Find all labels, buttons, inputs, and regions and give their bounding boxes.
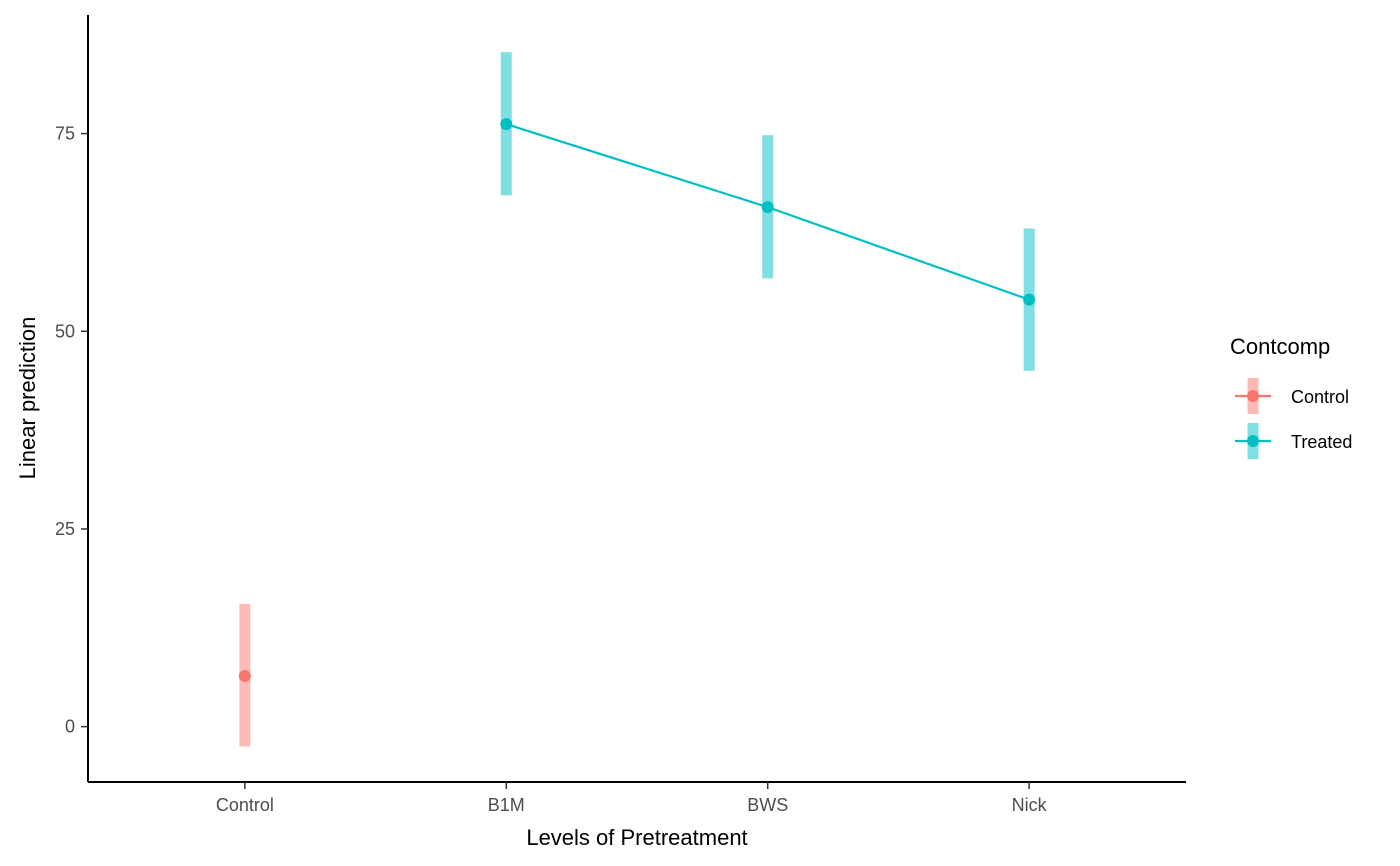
point-control-control xyxy=(238,670,251,683)
legend-label: Treated xyxy=(1291,432,1352,452)
legend: Contcomp Control Treated xyxy=(1230,334,1352,459)
point-treated-bws xyxy=(761,201,774,214)
y-axis-title: Linear prediction xyxy=(15,317,40,480)
y-tick-label: 0 xyxy=(65,717,75,737)
legend-point-key xyxy=(1247,435,1259,447)
x-tick-label: BWS xyxy=(747,795,788,815)
x-tick-label: Control xyxy=(216,795,274,815)
legend-item-control: Control xyxy=(1235,378,1349,414)
legend-label: Control xyxy=(1291,387,1349,407)
y-ticks: 0 25 50 75 xyxy=(55,124,88,737)
y-tick-label: 50 xyxy=(55,321,75,341)
point-treated-nick xyxy=(1023,293,1036,306)
y-tick-label: 25 xyxy=(55,519,75,539)
x-axis-title: Levels of Pretreatment xyxy=(526,825,747,850)
x-ticks: Control B1M BWS Nick xyxy=(216,782,1048,815)
y-tick-label: 75 xyxy=(55,124,75,144)
axes xyxy=(87,15,1186,783)
point-treated-b1m xyxy=(500,118,513,131)
legend-entries: Control Treated xyxy=(1235,378,1352,459)
legend-title: Contcomp xyxy=(1230,334,1330,359)
x-tick-label: Nick xyxy=(1012,795,1048,815)
confidence-intervals xyxy=(239,52,1035,747)
data-points xyxy=(238,118,1036,683)
x-tick-label: B1M xyxy=(488,795,525,815)
legend-point-key xyxy=(1247,390,1259,402)
legend-item-treated: Treated xyxy=(1235,423,1352,459)
